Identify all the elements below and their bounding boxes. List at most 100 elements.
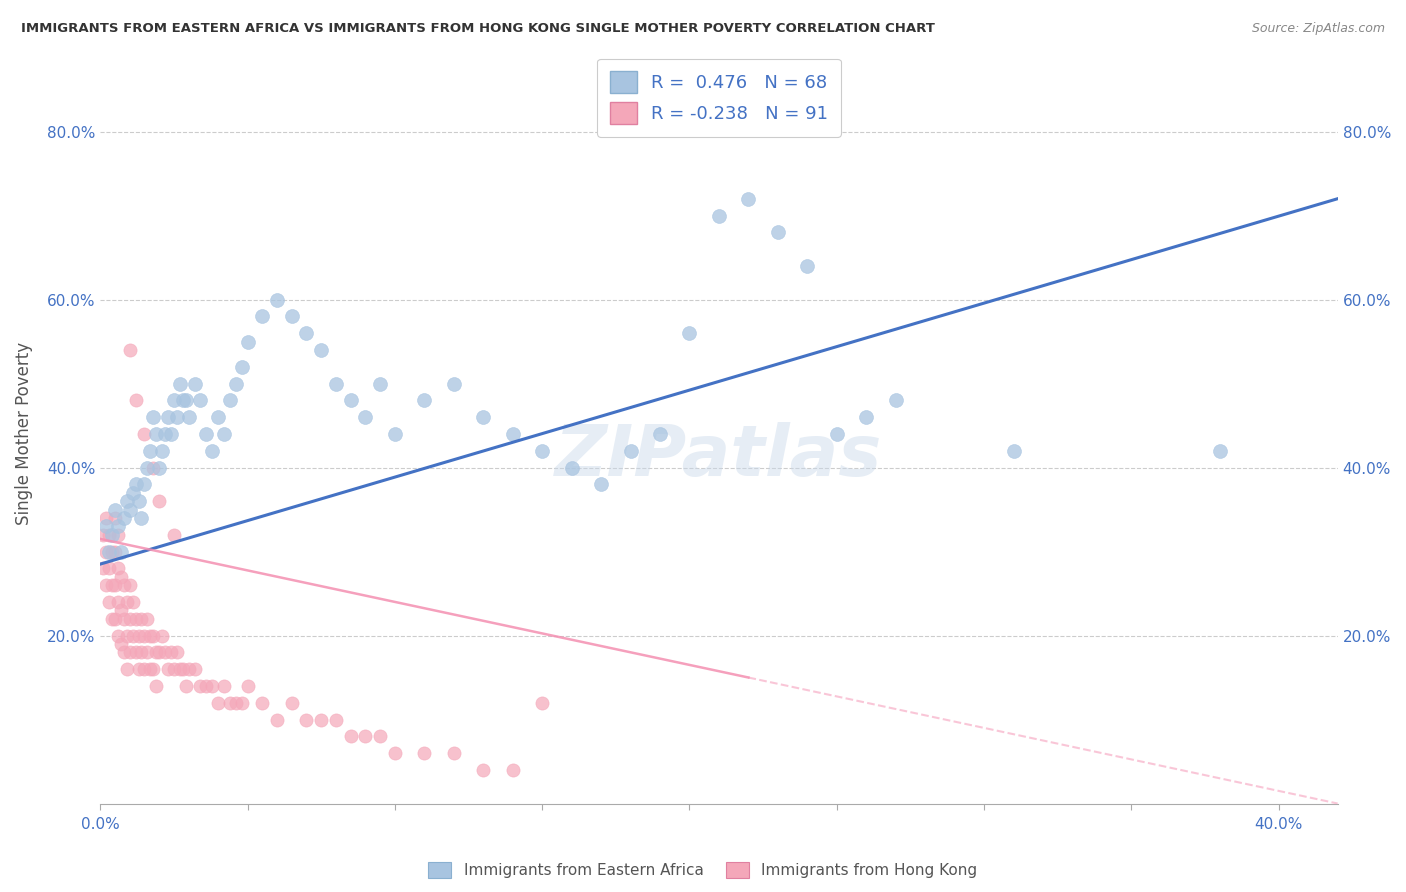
Point	[368, 376, 391, 391]
Point	[115, 628, 138, 642]
Point	[118, 502, 141, 516]
Point	[124, 393, 146, 408]
Point	[131, 612, 153, 626]
Point	[91, 561, 114, 575]
Point	[183, 376, 205, 391]
Point	[678, 326, 700, 340]
Point	[384, 426, 406, 441]
Point	[619, 443, 641, 458]
Point	[201, 679, 224, 693]
Point	[325, 713, 347, 727]
Point	[112, 511, 135, 525]
Point	[172, 393, 194, 408]
Point	[94, 519, 117, 533]
Point	[121, 595, 143, 609]
Point	[150, 443, 173, 458]
Point	[561, 460, 583, 475]
Point	[177, 410, 200, 425]
Point	[166, 645, 188, 659]
Point	[131, 645, 153, 659]
Point	[443, 746, 465, 760]
Point	[145, 679, 167, 693]
Point	[131, 511, 153, 525]
Point	[94, 578, 117, 592]
Point	[98, 527, 121, 541]
Point	[110, 603, 132, 617]
Point	[153, 645, 176, 659]
Point	[142, 628, 165, 642]
Point	[134, 662, 156, 676]
Point	[195, 426, 218, 441]
Point	[128, 494, 150, 508]
Point	[212, 679, 235, 693]
Text: Source: ZipAtlas.com: Source: ZipAtlas.com	[1251, 22, 1385, 36]
Point	[384, 746, 406, 760]
Point	[128, 628, 150, 642]
Point	[160, 645, 183, 659]
Point	[252, 310, 274, 324]
Point	[855, 410, 877, 425]
Point	[1002, 443, 1025, 458]
Point	[309, 713, 332, 727]
Point	[163, 662, 186, 676]
Point	[190, 679, 212, 693]
Point	[295, 713, 318, 727]
Point	[124, 612, 146, 626]
Point	[339, 729, 361, 743]
Point	[104, 578, 127, 592]
Point	[236, 334, 259, 349]
Point	[107, 527, 129, 541]
Point	[413, 746, 436, 760]
Point	[231, 359, 253, 374]
Point	[121, 628, 143, 642]
Point	[118, 645, 141, 659]
Point	[174, 679, 197, 693]
Point	[502, 426, 524, 441]
Point	[766, 225, 789, 239]
Point	[148, 460, 170, 475]
Point	[104, 544, 127, 558]
Point	[134, 426, 156, 441]
Point	[124, 645, 146, 659]
Point	[107, 595, 129, 609]
Point	[112, 645, 135, 659]
Point	[112, 612, 135, 626]
Point	[219, 393, 242, 408]
Point	[101, 578, 124, 592]
Point	[136, 460, 159, 475]
Point	[443, 376, 465, 391]
Point	[472, 763, 495, 777]
Point	[1209, 443, 1232, 458]
Point	[101, 527, 124, 541]
Point	[142, 410, 165, 425]
Point	[134, 477, 156, 491]
Point	[166, 410, 188, 425]
Point	[225, 696, 247, 710]
Legend: R =  0.476   N = 68, R = -0.238   N = 91: R = 0.476 N = 68, R = -0.238 N = 91	[598, 59, 841, 136]
Point	[107, 561, 129, 575]
Point	[115, 595, 138, 609]
Point	[107, 628, 129, 642]
Point	[156, 662, 179, 676]
Point	[183, 662, 205, 676]
Point	[531, 443, 554, 458]
Point	[201, 443, 224, 458]
Point	[98, 544, 121, 558]
Point	[134, 628, 156, 642]
Point	[128, 662, 150, 676]
Point	[591, 477, 613, 491]
Point	[104, 612, 127, 626]
Text: IMMIGRANTS FROM EASTERN AFRICA VS IMMIGRANTS FROM HONG KONG SINGLE MOTHER POVERT: IMMIGRANTS FROM EASTERN AFRICA VS IMMIGR…	[21, 22, 935, 36]
Point	[413, 393, 436, 408]
Point	[104, 511, 127, 525]
Point	[118, 612, 141, 626]
Point	[145, 645, 167, 659]
Point	[118, 343, 141, 357]
Point	[281, 310, 304, 324]
Point	[91, 527, 114, 541]
Point	[153, 426, 176, 441]
Point	[110, 544, 132, 558]
Legend: Immigrants from Eastern Africa, Immigrants from Hong Kong: Immigrants from Eastern Africa, Immigran…	[422, 856, 984, 884]
Point	[825, 426, 848, 441]
Point	[163, 527, 186, 541]
